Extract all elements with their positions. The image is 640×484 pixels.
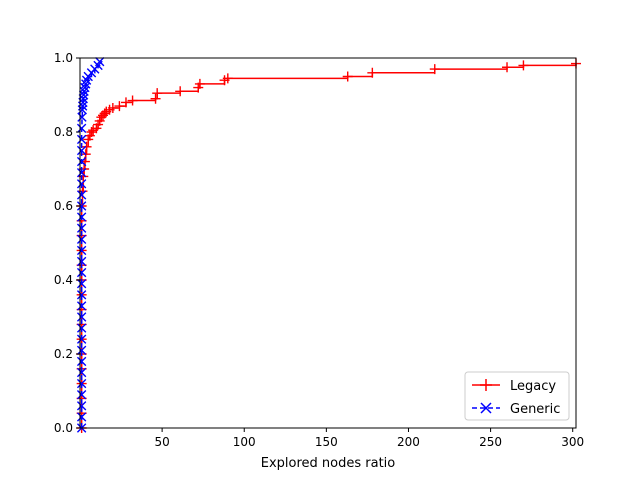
data-point-legacy [194, 78, 205, 89]
data-point-legacy [502, 62, 513, 73]
data-point-generic [80, 82, 90, 93]
x-axis: 50 100 150 200 250 300 [154, 428, 584, 449]
series-layer [76, 57, 581, 433]
data-point-generic [76, 168, 87, 178]
legend-marker-generic [480, 402, 492, 414]
data-point-generic [76, 290, 87, 300]
data-point-generic [78, 90, 89, 100]
data-point-generic [76, 156, 87, 167]
y-tick-label: 1.0 [54, 51, 73, 65]
data-point-legacy [150, 93, 161, 104]
plot-frame [79, 57, 577, 429]
data-point-generic [76, 201, 87, 211]
data-point-generic [76, 190, 87, 200]
series-generic [76, 57, 105, 433]
x-tick-label: 200 [397, 435, 420, 449]
data-point-legacy [518, 60, 529, 71]
x-tick-label: 150 [315, 435, 338, 449]
data-point-generic [76, 367, 87, 378]
data-point-legacy [120, 97, 131, 108]
data-point-generic [76, 212, 87, 222]
data-point-legacy [81, 141, 92, 152]
data-point-legacy [342, 71, 353, 82]
data-point-generic [76, 401, 87, 411]
x-tick-label: 50 [154, 435, 169, 449]
legend-label-legacy: Legacy [510, 379, 556, 394]
data-point-generic [76, 356, 87, 367]
data-point-legacy [127, 95, 138, 106]
data-point-generic [76, 123, 87, 133]
data-point-legacy [79, 164, 90, 174]
data-point-legacy [114, 101, 125, 112]
y-tick-label: 0.4 [54, 273, 73, 287]
data-point-generic [81, 79, 91, 89]
data-point-generic [76, 323, 87, 333]
data-point-generic [76, 267, 87, 278]
data-point-generic [76, 134, 87, 145]
data-point-generic [77, 112, 87, 122]
y-tick-label: 0.6 [54, 199, 73, 213]
data-point-generic [76, 223, 87, 233]
x-tick-label: 300 [561, 435, 584, 449]
data-point-generic [76, 412, 87, 422]
x-tick-label: 100 [233, 435, 256, 449]
data-point-legacy [367, 67, 378, 78]
y-tick-label: 0.8 [54, 125, 73, 139]
legend-label-generic: Generic [510, 402, 560, 417]
data-point-generic [76, 256, 87, 267]
data-point-generic [76, 334, 87, 344]
data-point-generic [77, 105, 87, 115]
data-point-generic [76, 245, 87, 256]
y-tick-label: 0.0 [54, 421, 73, 435]
data-point-generic [76, 345, 87, 355]
data-point-generic [76, 378, 87, 389]
data-point-generic [76, 390, 87, 400]
x-axis-label: Explored nodes ratio [261, 456, 396, 471]
data-point-generic [95, 57, 105, 67]
data-point-generic [76, 179, 87, 189]
data-point-generic [76, 301, 87, 311]
data-point-generic [76, 279, 87, 289]
data-point-legacy [175, 86, 186, 97]
legend-marker-legacy [480, 379, 492, 391]
y-axis: 0.0 0.2 0.4 0.6 0.8 1.0 [54, 51, 80, 435]
y-tick-label: 0.2 [54, 347, 73, 361]
data-point-generic [76, 312, 87, 322]
data-point-generic [79, 86, 89, 96]
data-point-legacy [107, 102, 118, 113]
legend: Legacy Generic [464, 371, 570, 421]
data-point-legacy [222, 73, 233, 84]
x-tick-label: 250 [479, 435, 502, 449]
data-point-legacy [152, 88, 163, 99]
data-point-legacy [429, 64, 440, 75]
data-point-generic [76, 145, 87, 156]
data-point-generic [76, 234, 87, 244]
